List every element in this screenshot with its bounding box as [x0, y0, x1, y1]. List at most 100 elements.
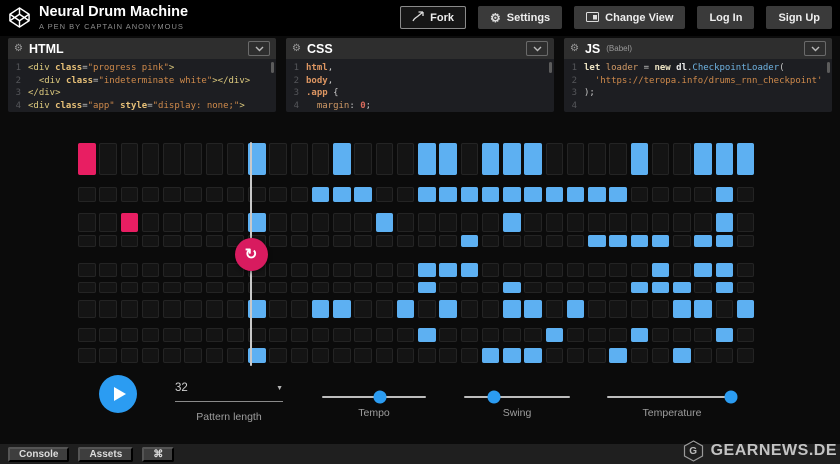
step-cell-r1-c30[interactable] — [694, 143, 712, 175]
step-cell-r9-c4[interactable] — [141, 348, 160, 363]
step-cell-r8-c22[interactable] — [524, 328, 542, 342]
scrollbar-thumb[interactable] — [827, 62, 830, 73]
step-cell-r6-c15[interactable] — [375, 282, 393, 293]
step-cell-r6-c32[interactable] — [736, 282, 755, 293]
step-cell-r9-c1[interactable] — [78, 348, 96, 363]
step-cell-r3-c12[interactable] — [311, 213, 330, 232]
step-cell-r8-c30[interactable] — [694, 328, 712, 342]
step-cell-r6-c9[interactable] — [248, 282, 266, 293]
step-cell-r2-c30[interactable] — [694, 187, 712, 202]
step-cell-r4-c16[interactable] — [396, 235, 415, 247]
step-cell-r7-c30[interactable] — [694, 300, 712, 318]
step-cell-r5-c15[interactable] — [375, 263, 393, 277]
step-cell-r5-c18[interactable] — [439, 263, 457, 277]
step-cell-r8-c20[interactable] — [481, 328, 500, 342]
step-cell-r4-c31[interactable] — [715, 235, 733, 247]
pattern-length-select[interactable]: 32 ▼ Pattern length — [175, 378, 283, 423]
step-cell-r5-c4[interactable] — [141, 263, 160, 277]
step-cell-r2-c32[interactable] — [736, 187, 755, 202]
step-cell-r6-c19[interactable] — [460, 282, 478, 293]
step-cell-r5-c21[interactable] — [503, 263, 521, 277]
step-cell-r6-c29[interactable] — [673, 282, 691, 293]
step-cell-r8-c9[interactable] — [248, 328, 266, 342]
step-cell-r8-c23[interactable] — [545, 328, 563, 342]
step-cell-r2-c17[interactable] — [418, 187, 436, 202]
step-cell-r5-c26[interactable] — [609, 263, 627, 277]
step-cell-r8-c7[interactable] — [205, 328, 223, 342]
step-cell-r7-c19[interactable] — [460, 300, 478, 318]
step-cell-r9-c26[interactable] — [609, 348, 627, 363]
step-cell-r5-c13[interactable] — [333, 263, 351, 277]
scrollbar-thumb[interactable] — [271, 62, 274, 73]
code-line[interactable]: 2 body, — [286, 75, 554, 88]
step-cell-r4-c18[interactable] — [439, 235, 457, 247]
step-cell-r1-c12[interactable] — [311, 143, 330, 175]
step-cell-r3-c30[interactable] — [694, 213, 712, 232]
step-cell-r7-c31[interactable] — [715, 300, 733, 318]
step-cell-r6-c14[interactable] — [354, 282, 372, 293]
step-cell-r3-c19[interactable] — [460, 213, 478, 232]
step-cell-r7-c13[interactable] — [333, 300, 351, 318]
step-cell-r2-c24[interactable] — [566, 187, 585, 202]
step-cell-r9-c25[interactable] — [588, 348, 606, 363]
step-cell-r7-c6[interactable] — [184, 300, 202, 318]
code-line[interactable]: 2 'https://teropa.info/drums_rnn_checkpo… — [564, 75, 832, 88]
step-cell-r1-c15[interactable] — [375, 143, 393, 175]
step-cell-r1-c28[interactable] — [651, 143, 670, 175]
step-cell-r1-c3[interactable] — [120, 143, 138, 175]
step-cell-r1-c17[interactable] — [418, 143, 436, 175]
step-cell-r4-c28[interactable] — [651, 235, 670, 247]
step-cell-r2-c9[interactable] — [248, 187, 266, 202]
step-cell-r3-c29[interactable] — [673, 213, 691, 232]
step-cell-r4-c30[interactable] — [694, 235, 712, 247]
step-cell-r7-c10[interactable] — [269, 300, 287, 318]
step-cell-r2-c13[interactable] — [333, 187, 351, 202]
code-line[interactable]: 1 let loader = new dl.CheckpointLoader( — [564, 62, 832, 75]
fork-button[interactable]: Fork — [400, 6, 466, 29]
step-cell-r7-c18[interactable] — [439, 300, 457, 318]
step-cell-r1-c32[interactable] — [736, 143, 755, 175]
step-cell-r6-c28[interactable] — [651, 282, 670, 293]
step-cell-r7-c9[interactable] — [248, 300, 266, 318]
step-cell-r2-c29[interactable] — [673, 187, 691, 202]
slider-track[interactable] — [464, 396, 570, 398]
step-cell-r7-c7[interactable] — [205, 300, 223, 318]
step-cell-r1-c8[interactable] — [226, 143, 245, 175]
step-cell-r7-c3[interactable] — [120, 300, 138, 318]
step-cell-r2-c18[interactable] — [439, 187, 457, 202]
step-cell-r8-c10[interactable] — [269, 328, 287, 342]
step-cell-r3-c17[interactable] — [418, 213, 436, 232]
step-cell-r3-c21[interactable] — [503, 213, 521, 232]
step-cell-r2-c7[interactable] — [205, 187, 223, 202]
step-cell-r2-c23[interactable] — [545, 187, 563, 202]
step-cell-r3-c9[interactable] — [248, 213, 266, 232]
step-cell-r1-c22[interactable] — [524, 143, 542, 175]
step-cell-r9-c15[interactable] — [375, 348, 393, 363]
step-cell-r3-c25[interactable] — [588, 213, 606, 232]
step-cell-r1-c31[interactable] — [715, 143, 733, 175]
step-cell-r1-c27[interactable] — [630, 143, 648, 175]
step-cell-r2-c6[interactable] — [184, 187, 202, 202]
step-cell-r1-c2[interactable] — [99, 143, 117, 175]
step-cell-r5-c27[interactable] — [630, 263, 648, 277]
step-cell-r3-c32[interactable] — [736, 213, 755, 232]
step-cell-r6-c30[interactable] — [694, 282, 712, 293]
step-cell-r1-c18[interactable] — [439, 143, 457, 175]
step-cell-r9-c3[interactable] — [120, 348, 138, 363]
step-cell-r1-c21[interactable] — [503, 143, 521, 175]
step-cell-r8-c27[interactable] — [630, 328, 648, 342]
step-cell-r5-c25[interactable] — [588, 263, 606, 277]
step-cell-r5-c14[interactable] — [354, 263, 372, 277]
step-cell-r3-c14[interactable] — [354, 213, 372, 232]
step-cell-r4-c27[interactable] — [630, 235, 648, 247]
step-cell-r3-c28[interactable] — [651, 213, 670, 232]
step-cell-r7-c24[interactable] — [566, 300, 585, 318]
step-cell-r8-c29[interactable] — [673, 328, 691, 342]
step-cell-r8-c25[interactable] — [588, 328, 606, 342]
step-cell-r9-c31[interactable] — [715, 348, 733, 363]
step-cell-r4-c12[interactable] — [311, 235, 330, 247]
step-cell-r1-c4[interactable] — [141, 143, 160, 175]
code-line[interactable]: 3 </div> — [8, 87, 276, 100]
step-cell-r9-c29[interactable] — [673, 348, 691, 363]
step-cell-r3-c31[interactable] — [715, 213, 733, 232]
